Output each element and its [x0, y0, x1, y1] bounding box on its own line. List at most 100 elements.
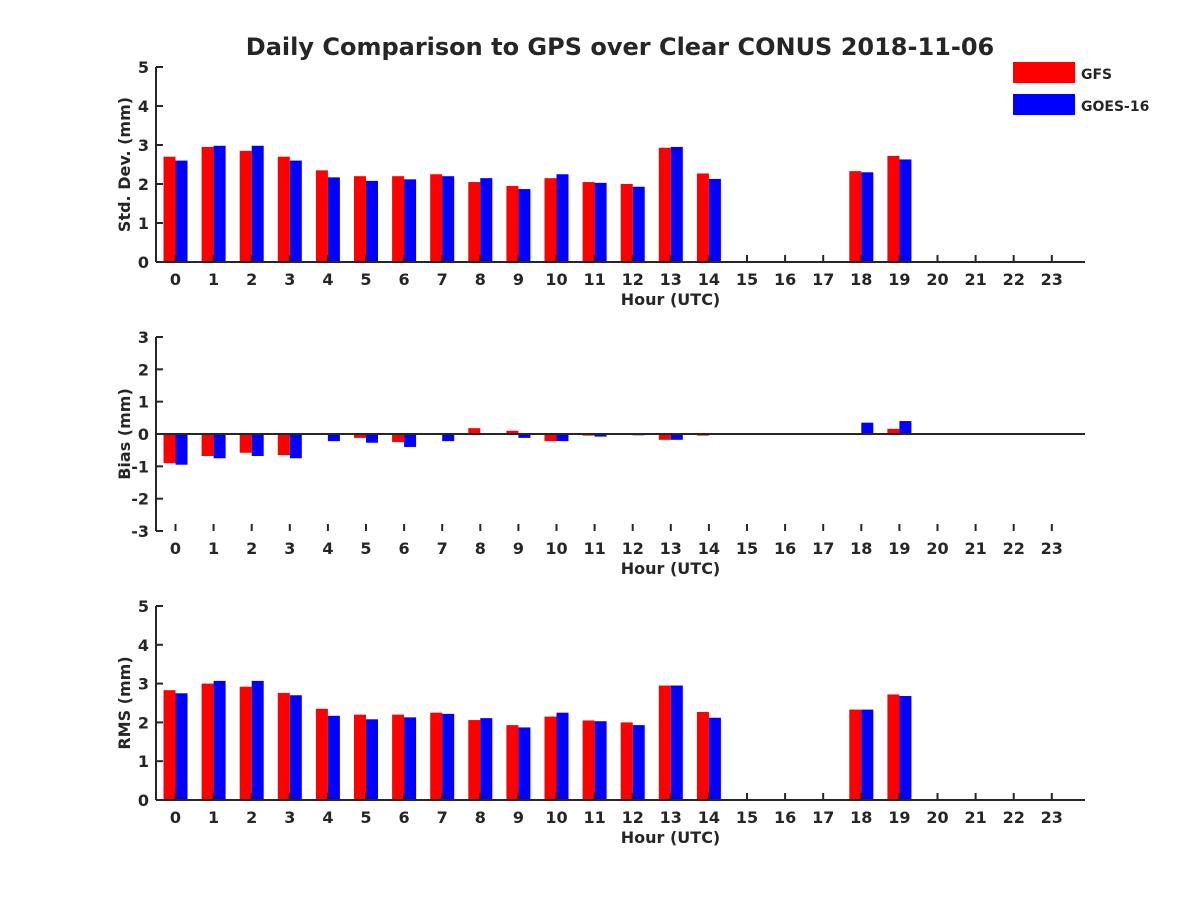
legend: GFS GOES-16 [1013, 62, 1149, 115]
legend-label-gfs: GFS [1081, 67, 1112, 83]
std-dev-bar-gfs-hour-19 [887, 155, 900, 262]
bias-x-tick-label: 23 [1041, 539, 1063, 558]
std-dev-y-tick-label: 4 [138, 97, 149, 116]
bias-x-tick-label: 3 [284, 539, 295, 558]
std-dev-y-tick-label: 1 [138, 214, 149, 233]
rms-bar-goes16-hour-12 [632, 725, 645, 800]
std-dev-x-tick-label: 4 [322, 270, 333, 289]
rms-y-tick-label: 0 [138, 791, 149, 810]
std-dev-bar-gfs-hour-12 [620, 184, 633, 262]
std-dev-y-tick-label: 0 [138, 253, 149, 272]
rms-y-axis-label: RMS (mm) [115, 656, 134, 749]
std-dev-bar-goes16-hour-13 [670, 146, 683, 262]
rms-x-tick-label: 19 [888, 808, 910, 827]
bias-x-tick-label: 4 [322, 539, 333, 558]
rms-x-tick-label: 23 [1041, 808, 1063, 827]
std-dev-x-tick-label: 16 [774, 270, 796, 289]
rms-x-tick-label: 11 [583, 808, 605, 827]
std-dev-x-tick-label: 18 [850, 270, 872, 289]
std-dev-bar-gfs-hour-8 [468, 182, 481, 262]
bias-y-tick-label: 2 [138, 360, 149, 379]
bias-x-tick-label: 20 [926, 539, 948, 558]
std-dev-bar-goes16-hour-11 [594, 182, 607, 262]
std-dev-bar-goes16-hour-4 [327, 177, 340, 262]
rms-bar-goes16-hour-8 [480, 718, 493, 800]
bias-x-tick-label: 16 [774, 539, 796, 558]
legend-swatch-gfs [1013, 62, 1075, 83]
bias-x-tick-label: 12 [622, 539, 644, 558]
bias-y-tick-label: -2 [131, 490, 149, 509]
bias-bar-gfs-hour-5 [354, 434, 366, 438]
bias-x-tick-label: 19 [888, 539, 910, 558]
rms-bar-gfs-hour-14 [696, 711, 709, 800]
rms-y-tick-label: 4 [138, 636, 149, 655]
bias-x-tick-label: 17 [812, 539, 834, 558]
rms-bar-gfs-hour-18 [849, 709, 862, 800]
bias-x-tick-label: 10 [545, 539, 567, 558]
rms-y-tick-label: 5 [138, 597, 149, 616]
rms-bar-goes16-hour-14 [708, 717, 721, 800]
rms-x-tick-label: 14 [698, 808, 720, 827]
std-dev-x-tick-label: 1 [208, 270, 219, 289]
std-dev-x-tick-label: 17 [812, 270, 834, 289]
std-dev-bar-gfs-hour-18 [849, 171, 862, 262]
bias-x-tick-label: 18 [850, 539, 872, 558]
rms-bar-goes16-hour-11 [594, 721, 607, 800]
std-dev-y-tick-label: 3 [138, 136, 149, 155]
bias-bar-gfs-hour-13 [658, 434, 671, 440]
rms-y-tick-label: 2 [138, 713, 149, 732]
bias-bar-gfs-hour-1 [201, 434, 214, 456]
std-dev-x-tick-label: 3 [284, 270, 295, 289]
rms-x-tick-label: 16 [774, 808, 796, 827]
rms-bar-goes16-hour-19 [899, 696, 912, 800]
bias-bar-goes16-hour-6 [404, 434, 417, 447]
std-dev-x-tick-label: 19 [888, 270, 910, 289]
rms-bar-goes16-hour-4 [327, 715, 340, 800]
bias-bar-goes16-hour-2 [251, 434, 264, 456]
bias-y-axis-label: Bias (mm) [115, 388, 134, 480]
rms-bar-gfs-hour-11 [582, 720, 595, 800]
rms-bar-goes16-hour-5 [366, 719, 378, 800]
rms-x-tick-label: 3 [284, 808, 295, 827]
std-dev-bar-goes16-hour-5 [366, 180, 378, 262]
bias-x-tick-label: 6 [399, 539, 410, 558]
bias-bar-gfs-hour-6 [392, 434, 405, 443]
bias-bar-gfs-hour-19 [887, 428, 900, 434]
bias-x-tick-label: 22 [1003, 539, 1025, 558]
bias-y-tick-label: -3 [131, 522, 149, 541]
rms-bar-gfs-hour-13 [658, 685, 671, 800]
rms-bar-goes16-hour-6 [404, 717, 417, 800]
bias-x-tick-label: 0 [170, 539, 181, 558]
bias-bar-goes16-hour-10 [556, 434, 569, 442]
rms-bar-gfs-hour-7 [430, 712, 443, 800]
std-dev-x-tick-label: 12 [622, 270, 644, 289]
rms-bar-gfs-hour-4 [315, 708, 328, 800]
std-dev-x-tick-label: 14 [698, 270, 720, 289]
bias-y-tick-label: 3 [138, 328, 149, 347]
std-dev-x-tick-label: 13 [660, 270, 682, 289]
rms-x-tick-label: 10 [545, 808, 567, 827]
bias-bar-goes16-hour-5 [366, 434, 378, 443]
std-dev-x-tick-label: 15 [736, 270, 758, 289]
rms-bar-gfs-hour-6 [392, 714, 405, 800]
bias-bar-gfs-hour-0 [163, 434, 176, 464]
rms-x-tick-label: 12 [622, 808, 644, 827]
rms-bar-goes16-hour-7 [442, 713, 455, 800]
std-dev-bar-gfs-hour-9 [506, 185, 519, 262]
std-dev-x-tick-label: 5 [360, 270, 371, 289]
std-dev-bar-gfs-hour-3 [277, 156, 290, 262]
std-dev-x-tick-label: 21 [964, 270, 986, 289]
bias-y-tick-label: -1 [131, 457, 149, 476]
rms-bar-gfs-hour-9 [506, 725, 519, 800]
rms-bar-goes16-hour-13 [670, 685, 683, 800]
std-dev-bar-goes16-hour-12 [632, 186, 645, 262]
bias-x-tick-label: 14 [698, 539, 720, 558]
bias-x-tick-label: 8 [475, 539, 486, 558]
std-dev-x-axis-label: Hour (UTC) [621, 290, 721, 309]
std-dev-bar-gfs-hour-7 [430, 174, 443, 262]
rms-x-tick-label: 20 [926, 808, 948, 827]
bias-x-tick-label: 21 [964, 539, 986, 558]
